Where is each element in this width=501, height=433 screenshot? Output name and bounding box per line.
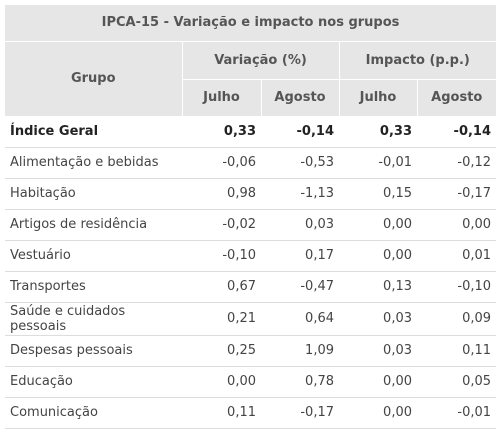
table-row: Transportes 0,67 -0,47 0,13 -0,10 <box>5 271 497 303</box>
cell-grupo: Vestuário <box>5 240 182 272</box>
header-variacao-julho: Julho <box>181 78 261 116</box>
table-row: Despesas pessoais 0,25 1,09 0,03 0,11 <box>5 335 497 367</box>
header-impacto: Impacto (p.p.) <box>338 41 497 79</box>
table-row: Vestuário -0,10 0,17 0,00 0,01 <box>5 240 497 272</box>
cell-imp-agosto: 0,09 <box>417 302 497 336</box>
cell-imp-julho: 0,03 <box>339 335 417 367</box>
table-row: Habitação 0,98 -1,13 0,15 -0,17 <box>5 178 497 210</box>
table-row: Artigos de residência -0,02 0,03 0,00 0,… <box>5 209 497 241</box>
cell-var-agosto: -0,14 <box>261 116 339 148</box>
cell-grupo: Alimentação e bebidas <box>5 147 182 179</box>
cell-imp-julho: 0,00 <box>339 209 417 241</box>
cell-imp-agosto: -0,14 <box>417 116 497 148</box>
cell-grupo: Saúde e cuidados pessoais <box>5 302 182 336</box>
cell-var-agosto: 0,17 <box>261 240 339 272</box>
cell-imp-julho: 0,00 <box>339 240 417 272</box>
cell-var-julho: 0,33 <box>182 116 261 148</box>
header-impacto-agosto: Agosto <box>416 78 497 116</box>
cell-imp-agosto: -0,10 <box>417 271 497 303</box>
cell-imp-agosto: -0,01 <box>417 397 497 429</box>
table-title: IPCA-15 - Variação e impacto nos grupos <box>5 5 497 42</box>
cell-imp-julho: 0,03 <box>339 302 417 336</box>
cell-imp-julho: 0,33 <box>339 116 417 148</box>
cell-imp-agosto: 0,01 <box>417 240 497 272</box>
table-row: Educação 0,00 0,78 0,00 0,05 <box>5 366 497 398</box>
cell-grupo: Despesas pessoais <box>5 335 182 367</box>
cell-imp-julho: -0,01 <box>339 147 417 179</box>
cell-var-julho: 0,21 <box>182 302 261 336</box>
ipca-table: IPCA-15 - Variação e impacto nos grupos … <box>5 5 497 429</box>
cell-imp-agosto: 0,00 <box>417 209 497 241</box>
cell-grupo: Transportes <box>5 271 182 303</box>
cell-var-julho: 0,25 <box>182 335 261 367</box>
cell-imp-agosto: 0,05 <box>417 366 497 398</box>
cell-imp-agosto: 0,11 <box>417 335 497 367</box>
header-variacao-agosto: Agosto <box>260 78 339 116</box>
table-row: Índice Geral 0,33 -0,14 0,33 -0,14 <box>5 116 497 148</box>
header-variacao: Variação (%) <box>181 41 339 79</box>
cell-grupo: Artigos de residência <box>5 209 182 241</box>
cell-var-julho: -0,10 <box>182 240 261 272</box>
table-row: Comunicação 0,11 -0,17 0,00 -0,01 <box>5 397 497 429</box>
cell-var-julho: 0,00 <box>182 366 261 398</box>
cell-var-agosto: 0,64 <box>261 302 339 336</box>
cell-var-agosto: 0,78 <box>261 366 339 398</box>
header-grupo: Grupo <box>5 41 182 116</box>
cell-imp-agosto: -0,12 <box>417 147 497 179</box>
cell-var-agosto: -1,13 <box>261 178 339 210</box>
cell-imp-julho: 0,00 <box>339 397 417 429</box>
cell-var-agosto: -0,53 <box>261 147 339 179</box>
cell-var-agosto: 0,03 <box>261 209 339 241</box>
cell-imp-julho: 0,13 <box>339 271 417 303</box>
cell-imp-julho: 0,15 <box>339 178 417 210</box>
cell-grupo: Comunicação <box>5 397 182 429</box>
table-row: Alimentação e bebidas -0,06 -0,53 -0,01 … <box>5 147 497 179</box>
cell-var-julho: 0,11 <box>182 397 261 429</box>
cell-grupo: Índice Geral <box>5 116 182 148</box>
cell-grupo: Habitação <box>5 178 182 210</box>
cell-var-agosto: 1,09 <box>261 335 339 367</box>
cell-imp-agosto: -0,17 <box>417 178 497 210</box>
ipca-table-container: IPCA-15 - Variação e impacto nos grupos … <box>5 5 497 429</box>
cell-var-julho: 0,67 <box>182 271 261 303</box>
cell-var-agosto: -0,17 <box>261 397 339 429</box>
cell-imp-julho: 0,00 <box>339 366 417 398</box>
header-impacto-julho: Julho <box>338 78 417 116</box>
cell-var-julho: 0,98 <box>182 178 261 210</box>
cell-grupo: Educação <box>5 366 182 398</box>
cell-var-agosto: -0,47 <box>261 271 339 303</box>
cell-var-julho: -0,02 <box>182 209 261 241</box>
cell-var-julho: -0,06 <box>182 147 261 179</box>
table-row: Saúde e cuidados pessoais 0,21 0,64 0,03… <box>5 302 497 336</box>
